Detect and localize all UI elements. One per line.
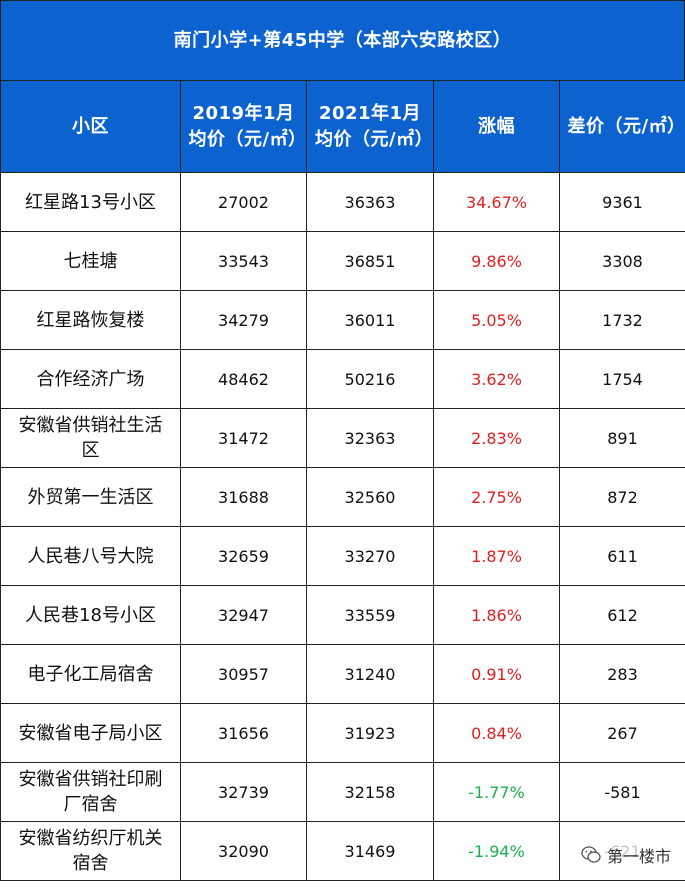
table-row: 安徽省电子局小区 31656 31923 0.84% 267 [0, 703, 685, 763]
community-name-cell: 人民巷八号大院 [0, 526, 181, 586]
price-diff-cell: 612 [559, 585, 685, 645]
price-2021-cell: 32158 [306, 762, 434, 822]
community-name-cell: 安徽省供销社印刷厂宿舍 [0, 762, 181, 822]
price-2019-cell: 32739 [180, 762, 307, 822]
watermark-logo: 第一楼市 [578, 843, 673, 867]
header-price-2021: 2021年1月均价（元/㎡） [306, 80, 434, 173]
price-2019-cell: 34279 [180, 290, 307, 350]
table-row: 合作经济广场 48462 50216 3.62% 1754 [0, 349, 685, 409]
price-2021-cell: 33270 [306, 526, 434, 586]
community-name-cell: 红星路恢复楼 [0, 290, 181, 350]
community-name-cell: 外贸第一生活区 [0, 467, 181, 527]
price-2021-cell: 33559 [306, 585, 434, 645]
price-diff-cell: 891 [559, 408, 685, 468]
price-diff-cell: 611 [559, 526, 685, 586]
price-diff-cell: 9361 [559, 172, 685, 232]
price-2021-cell: 32560 [306, 467, 434, 527]
price-2019-cell: 31688 [180, 467, 307, 527]
price-diff-cell: 872 [559, 467, 685, 527]
table-row: 人民巷八号大院 32659 33270 1.87% 611 [0, 526, 685, 586]
table-row: 外贸第一生活区 31688 32560 2.75% 872 [0, 467, 685, 527]
header-change: 涨幅 [433, 80, 560, 173]
price-2021-cell: 36363 [306, 172, 434, 232]
community-name-cell: 安徽省供销社生活区 [0, 408, 181, 468]
price-2019-cell: 31656 [180, 703, 307, 763]
table-row: 红星路恢复楼 34279 36011 5.05% 1732 [0, 290, 685, 350]
price-diff-cell: -581 [559, 762, 685, 822]
price-2019-cell: 31472 [180, 408, 307, 468]
table-row: 安徽省供销社印刷厂宿舍 32739 32158 -1.77% -581 [0, 762, 685, 822]
community-name-cell: 七桂塘 [0, 231, 181, 291]
community-name-cell: 电子化工局宿舍 [0, 644, 181, 704]
change-cell: 2.75% [433, 467, 560, 527]
table-row: 电子化工局宿舍 30957 31240 0.91% 283 [0, 644, 685, 704]
change-cell: 3.62% [433, 349, 560, 409]
watermark-text: 第一楼市 [606, 847, 671, 866]
price-2019-cell: 32659 [180, 526, 307, 586]
header-row: 小区 2019年1月均价（元/㎡） 2021年1月均价（元/㎡） 涨幅 差价（元… [0, 80, 685, 173]
price-2021-cell: 36851 [306, 231, 434, 291]
price-2021-cell: 31923 [306, 703, 434, 763]
price-2019-cell: 27002 [180, 172, 307, 232]
table-row: 红星路13号小区 27002 36363 34.67% 9361 [0, 172, 685, 232]
change-cell: 34.67% [433, 172, 560, 232]
table-title: 南门小学+第45中学（本部六安路校区） [0, 0, 685, 80]
price-diff-cell: 3308 [559, 231, 685, 291]
price-2019-cell: 33543 [180, 231, 307, 291]
price-2021-cell: 32363 [306, 408, 434, 468]
price-2019-cell: 48462 [180, 349, 307, 409]
change-cell: 9.86% [433, 231, 560, 291]
change-cell: 2.83% [433, 408, 560, 468]
change-cell: 1.86% [433, 585, 560, 645]
header-price-diff: 差价（元/㎡） [559, 80, 685, 173]
table-row: 安徽省供销社生活区 31472 32363 2.83% 891 [0, 408, 685, 468]
table-row: 人民巷18号小区 32947 33559 1.86% 612 [0, 585, 685, 645]
change-cell: 0.91% [433, 644, 560, 704]
community-name-cell: 安徽省电子局小区 [0, 703, 181, 763]
price-2021-cell: 31240 [306, 644, 434, 704]
price-2021-cell: 36011 [306, 290, 434, 350]
price-2021-cell: 31469 [306, 821, 434, 881]
change-cell: -1.94% [433, 821, 560, 881]
community-name-cell: 安徽省纺织厅机关宿舍 [0, 821, 181, 881]
price-2019-cell: 32947 [180, 585, 307, 645]
price-diff-cell: 1754 [559, 349, 685, 409]
price-diff-cell: 267 [559, 703, 685, 763]
price-diff-cell: 283 [559, 644, 685, 704]
price-table: 小区 2019年1月均价（元/㎡） 2021年1月均价（元/㎡） 涨幅 差价（元… [0, 80, 685, 881]
change-cell: 1.87% [433, 526, 560, 586]
price-2019-cell: 32090 [180, 821, 307, 881]
header-price-2019: 2019年1月均价（元/㎡） [180, 80, 307, 173]
community-name-cell: 红星路13号小区 [0, 172, 181, 232]
community-name-cell: 人民巷18号小区 [0, 585, 181, 645]
change-cell: 0.84% [433, 703, 560, 763]
price-2021-cell: 50216 [306, 349, 434, 409]
change-cell: 5.05% [433, 290, 560, 350]
header-community: 小区 [0, 80, 181, 173]
table-row: 七桂塘 33543 36851 9.86% 3308 [0, 231, 685, 291]
price-2019-cell: 30957 [180, 644, 307, 704]
community-name-cell: 合作经济广场 [0, 349, 181, 409]
price-diff-cell: 1732 [559, 290, 685, 350]
change-cell: -1.77% [433, 762, 560, 822]
wechat-icon [581, 846, 601, 863]
